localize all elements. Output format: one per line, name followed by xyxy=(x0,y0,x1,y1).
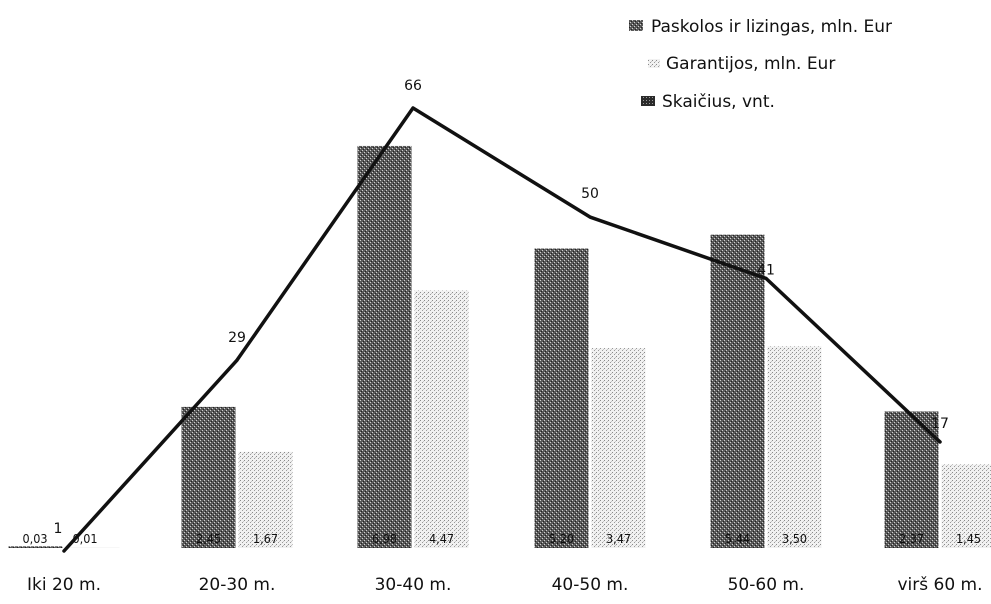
count-point xyxy=(62,549,66,553)
legend-item-guarantees: Garantijos, mln. Eur xyxy=(648,54,835,74)
x-tick-label: 50-60 m. xyxy=(728,575,805,595)
x-axis: Iki 20 m. 20-30 m. 30-40 m. 40-50 m. 50-60 m… xyxy=(27,575,983,595)
legend-swatch-loans xyxy=(629,20,643,31)
bar-value-label-guarantees: 1,45 xyxy=(956,531,981,546)
bar-guarantees xyxy=(414,290,469,548)
legend-label-guarantees: Garantijos, mln. Eur xyxy=(666,54,835,74)
count-point xyxy=(235,358,239,362)
count-value-label: 29 xyxy=(228,330,246,346)
bar-value-label-loans: 6,98 xyxy=(372,531,397,546)
count-point xyxy=(764,276,768,280)
bar-loans xyxy=(534,248,589,549)
bar-guarantees xyxy=(238,451,293,548)
bar-value-label-loans: 2,37 xyxy=(899,531,924,546)
bar-value-label-loans: 5,44 xyxy=(725,531,750,546)
x-tick-label: 20-30 m. xyxy=(199,575,276,595)
count-point xyxy=(411,106,415,110)
bar-guarantees xyxy=(941,464,991,548)
x-tick-label: virš 60 m. xyxy=(897,575,982,595)
count-value-label: 1 xyxy=(54,521,63,537)
bar-guarantees xyxy=(591,348,646,548)
legend: Paskolos ir lizingas, mln. Eur Garantijo… xyxy=(629,17,892,112)
legend-label-loans: Paskolos ir lizingas, mln. Eur xyxy=(651,17,892,37)
bar-value-label-guarantees: 0,01 xyxy=(72,531,97,546)
legend-label-count: Skaičius, vnt. xyxy=(662,92,775,112)
count-value-label: 41 xyxy=(757,262,775,278)
count-value-label: 50 xyxy=(581,186,599,202)
bar-loans xyxy=(357,145,412,548)
count-point xyxy=(938,440,942,444)
bar-guarantees xyxy=(65,547,120,548)
bar-value-label-loans: 5,20 xyxy=(549,531,574,546)
count-value-label: 66 xyxy=(404,78,422,94)
bar-loans xyxy=(8,546,63,548)
bar-value-label-guarantees: 3,47 xyxy=(606,531,631,546)
count-point xyxy=(588,215,592,219)
labels-layer: 0,03 0,01 2,45 1,67 6,98 4,47 5,20 3,47 5,44 3,50… xyxy=(22,78,981,546)
bar-loans xyxy=(181,406,236,548)
bars-layer xyxy=(8,145,991,549)
bar-value-label-loans: 2,45 xyxy=(196,531,221,546)
bar-guarantees xyxy=(767,346,822,548)
x-tick-label: Iki 20 m. xyxy=(27,575,101,595)
bar-loans xyxy=(710,234,765,548)
legend-swatch-count xyxy=(641,96,655,106)
count-line xyxy=(62,106,942,553)
count-line-layer xyxy=(62,106,942,553)
count-value-label: 17 xyxy=(931,416,949,432)
bar-value-label-guarantees: 1,67 xyxy=(253,531,278,546)
x-tick-label: 40-50 m. xyxy=(552,575,629,595)
x-tick-label: 30-40 m. xyxy=(375,575,452,595)
bar-value-label-guarantees: 4,47 xyxy=(429,531,454,546)
legend-item-loans: Paskolos ir lizingas, mln. Eur xyxy=(629,17,892,37)
legend-item-count: Skaičius, vnt. xyxy=(641,92,775,112)
bar-value-label-loans: 0,03 xyxy=(22,531,47,546)
bar-value-label-guarantees: 3,50 xyxy=(782,531,807,546)
legend-swatch-guarantees xyxy=(648,59,660,68)
